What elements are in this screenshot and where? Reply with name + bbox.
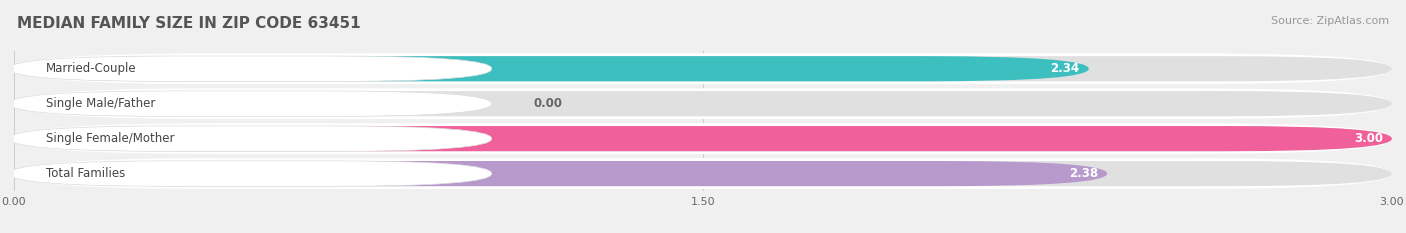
Text: 3.00: 3.00 <box>1354 132 1382 145</box>
Text: Source: ZipAtlas.com: Source: ZipAtlas.com <box>1271 16 1389 26</box>
Text: Single Male/Father: Single Male/Father <box>46 97 156 110</box>
FancyBboxPatch shape <box>14 91 1392 116</box>
FancyBboxPatch shape <box>14 161 1392 186</box>
Text: Married-Couple: Married-Couple <box>46 62 136 75</box>
Text: Total Families: Total Families <box>46 167 125 180</box>
Text: Single Female/Mother: Single Female/Mother <box>46 132 174 145</box>
FancyBboxPatch shape <box>10 91 492 116</box>
FancyBboxPatch shape <box>14 158 1392 189</box>
FancyBboxPatch shape <box>10 56 492 82</box>
Text: 0.00: 0.00 <box>533 97 562 110</box>
FancyBboxPatch shape <box>14 126 1392 151</box>
Text: 2.34: 2.34 <box>1050 62 1080 75</box>
FancyBboxPatch shape <box>14 53 1392 84</box>
Text: MEDIAN FAMILY SIZE IN ZIP CODE 63451: MEDIAN FAMILY SIZE IN ZIP CODE 63451 <box>17 16 360 31</box>
FancyBboxPatch shape <box>14 161 1107 186</box>
FancyBboxPatch shape <box>14 126 1392 151</box>
FancyBboxPatch shape <box>14 56 1088 81</box>
FancyBboxPatch shape <box>10 126 492 151</box>
Text: 2.38: 2.38 <box>1069 167 1098 180</box>
FancyBboxPatch shape <box>14 123 1392 154</box>
FancyBboxPatch shape <box>14 88 1392 119</box>
FancyBboxPatch shape <box>14 56 1392 81</box>
FancyBboxPatch shape <box>10 161 492 186</box>
